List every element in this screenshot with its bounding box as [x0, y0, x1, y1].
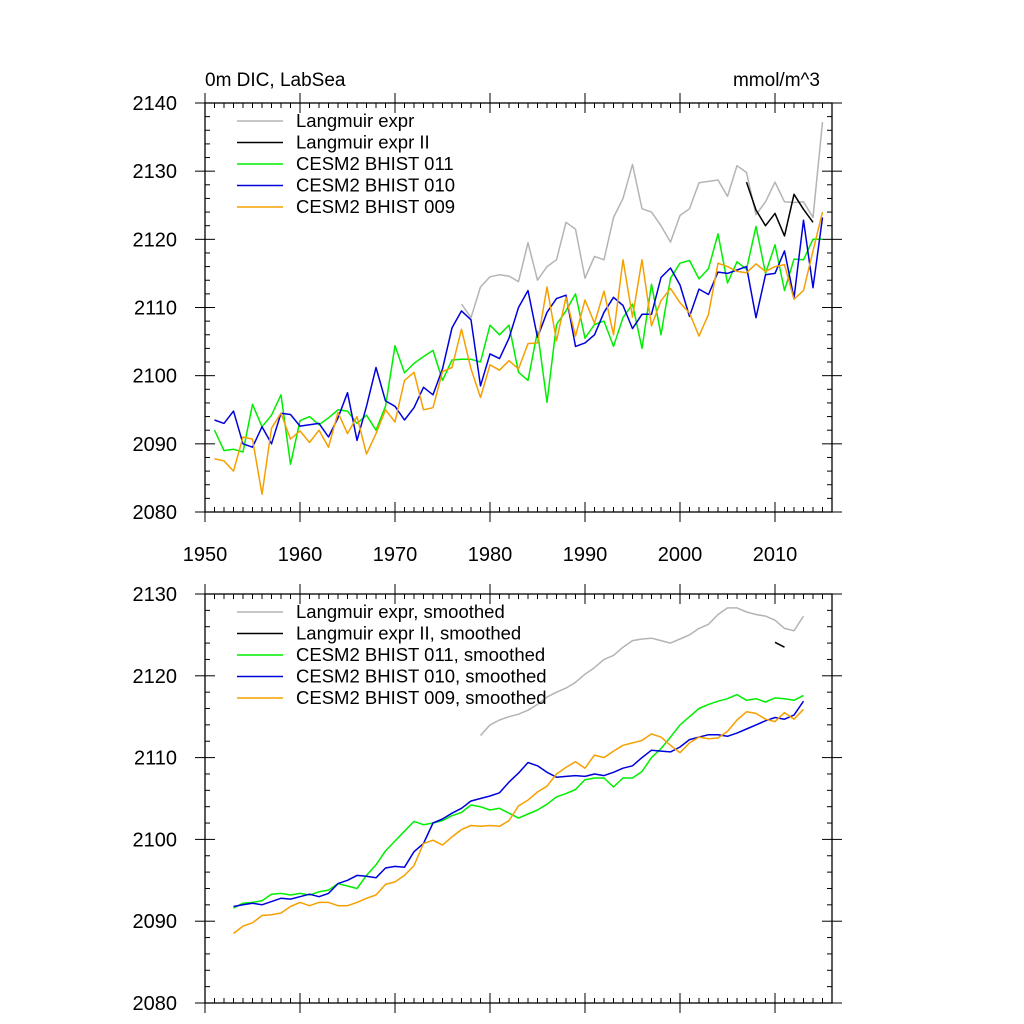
y-tick-label: 2100 [133, 829, 178, 851]
y-tick-label: 2110 [134, 298, 177, 320]
series-line [233, 693, 804, 909]
legend-label: Langmuir expr II, smoothed [296, 623, 521, 644]
legend-label: CESM2 BHIST 011, smoothed [296, 644, 545, 665]
x-tick-label: 2010 [753, 544, 798, 566]
legend-label: CESM2 BHIST 010 [296, 175, 455, 196]
legend-label: CESM2 BHIST 009, smoothed [296, 687, 547, 708]
top-panel-title: 0m DIC, LabSea [205, 70, 346, 91]
top-panel: 0m DIC, LabSea mmol/m^3 1950 1960 1970 1980… [133, 70, 842, 566]
series-line [213, 225, 823, 466]
y-tick-label: 2100 [133, 366, 178, 388]
legend-label: Langmuir expr, smoothed [296, 601, 505, 622]
y-tick-label: 2110 [134, 748, 177, 770]
y-tick-label: 2140 [133, 93, 178, 115]
top-panel-units: mmol/m^3 [733, 70, 820, 91]
x-tick-label: 1990 [563, 544, 608, 566]
y-tick-label: 2090 [133, 911, 178, 933]
series-line [214, 211, 824, 496]
series-line [214, 217, 824, 448]
series-lines [213, 122, 824, 496]
y-tick-label: 2080 [133, 502, 178, 524]
y-tick-label: 2130 [133, 161, 178, 183]
series-line [479, 607, 805, 737]
series-line [233, 708, 805, 935]
legend-label: CESM2 BHIST 009 [296, 196, 455, 217]
legend-label: Langmuir expr II [296, 132, 430, 153]
y-tick-label: 2120 [133, 229, 178, 251]
x-tick-label: 1950 [183, 544, 228, 566]
axis-ticks [195, 584, 842, 1013]
y-tick-label: 2080 [133, 993, 178, 1015]
x-tick-label: 1980 [468, 544, 513, 566]
series-lines [233, 607, 805, 935]
bottom-panel: 2080 2090 2100 2110 2120 2130 Langmuir expr, s… [133, 584, 842, 1015]
series-line [233, 700, 805, 908]
legend-label: CESM2 BHIST 010, smoothed [296, 666, 547, 687]
series-line [745, 181, 814, 237]
x-tick-label: 1960 [278, 544, 323, 566]
series-line [460, 122, 824, 319]
x-tick-label: 1970 [373, 544, 418, 566]
legend-label: Langmuir expr [296, 110, 414, 131]
series-line [774, 641, 785, 648]
x-tick-label: 2000 [658, 544, 703, 566]
axis-ticks [195, 93, 842, 522]
y-tick-label: 2090 [133, 434, 178, 456]
y-tick-label: 2130 [133, 584, 178, 606]
legend-label: CESM2 BHIST 011 [296, 153, 454, 174]
y-tick-label: 2120 [133, 666, 178, 688]
